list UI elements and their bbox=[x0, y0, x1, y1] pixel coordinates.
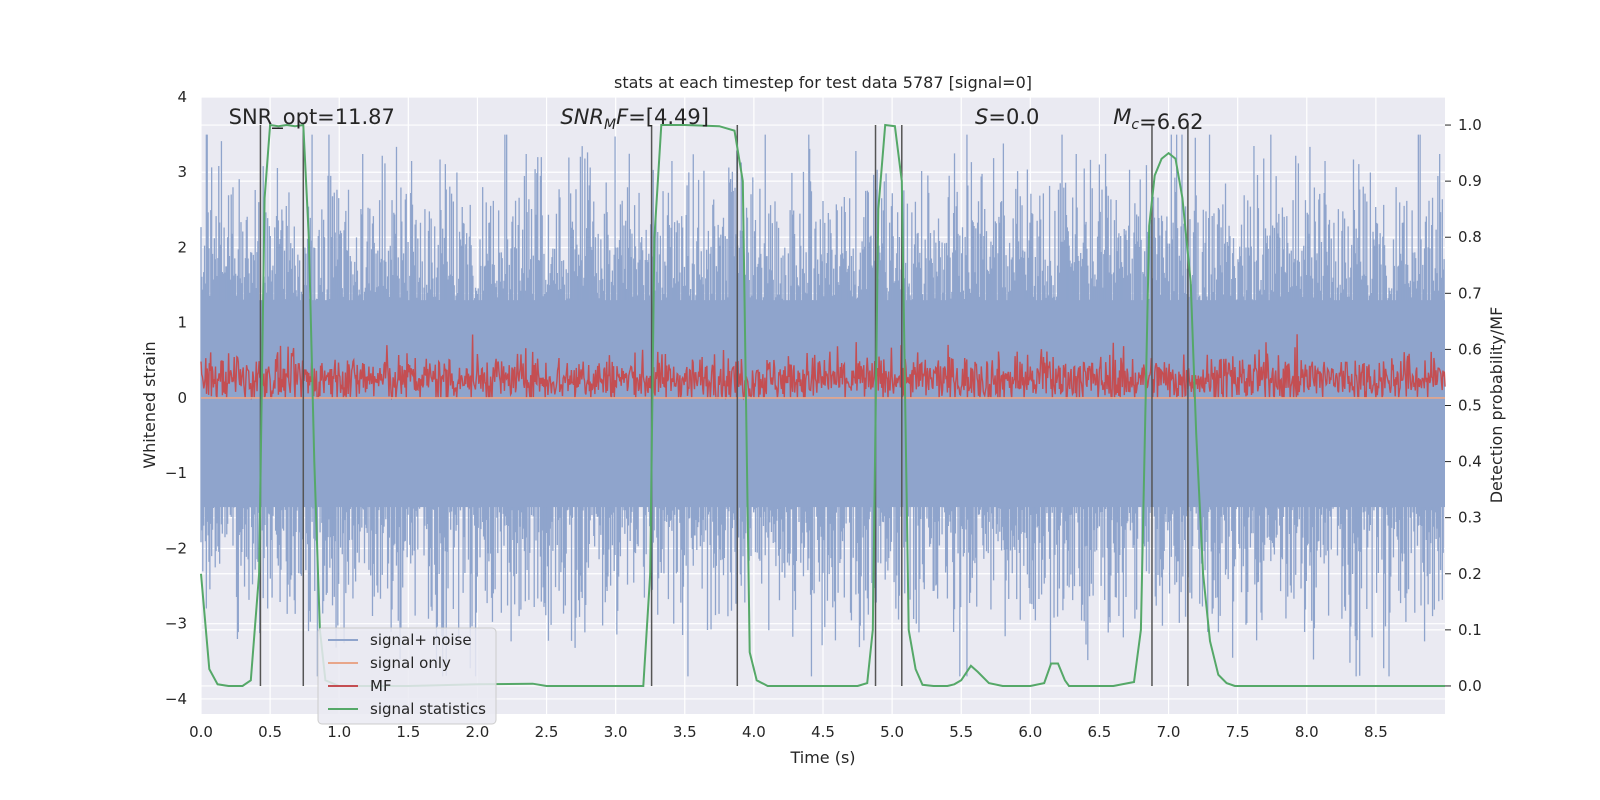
x-tick-label: 1.5 bbox=[396, 723, 420, 741]
x-tick-label: 4.5 bbox=[811, 723, 835, 741]
y2-tick-label: 0.7 bbox=[1458, 284, 1482, 302]
x-tick-label: 2.0 bbox=[466, 723, 490, 741]
y2-tick-label: 0.2 bbox=[1458, 565, 1482, 583]
x-tick-label: 4.0 bbox=[742, 723, 766, 741]
y-tick-label: 2 bbox=[177, 238, 187, 256]
y-tick-label: −1 bbox=[165, 464, 187, 482]
legend: signal+ noise signal only MF signal stat… bbox=[317, 627, 497, 725]
x-tick-label: 8.5 bbox=[1364, 723, 1388, 741]
y2-axis-label: Detection probability/MF bbox=[1487, 307, 1506, 504]
x-tick-label: 5.0 bbox=[880, 723, 904, 741]
y2-tick-label: 0.4 bbox=[1458, 453, 1482, 471]
x-tick-label: 2.5 bbox=[535, 723, 559, 741]
y-tick-label: −3 bbox=[165, 615, 187, 633]
y-tick-label: 4 bbox=[177, 88, 187, 106]
annotation-label: S=0.0 bbox=[975, 105, 1039, 129]
y-tick-label: 3 bbox=[177, 163, 187, 181]
x-tick-label: 3.0 bbox=[604, 723, 628, 741]
annotation-label: SNRMF=[4.49] bbox=[560, 105, 709, 133]
legend-label-signal-statistics: signal statistics bbox=[370, 700, 486, 718]
legend-label-signal-only: signal only bbox=[370, 654, 451, 672]
annotation-label: Mc=6.62 bbox=[1113, 105, 1203, 134]
x-tick-label: 7.5 bbox=[1226, 723, 1250, 741]
y2-tick-label: 0.1 bbox=[1458, 621, 1482, 639]
y-tick-label: −2 bbox=[165, 539, 187, 557]
signal-statistics-series bbox=[200, 123, 1445, 687]
y2-tick-label: 0.5 bbox=[1458, 397, 1482, 415]
x-tick-label: 1.0 bbox=[327, 723, 351, 741]
x-tick-label: 6.5 bbox=[1088, 723, 1112, 741]
y-tick-label: 1 bbox=[177, 314, 187, 332]
legend-label-signal-noise: signal+ noise bbox=[370, 631, 472, 649]
x-tick-label: 0.0 bbox=[189, 723, 213, 741]
mf-line bbox=[200, 334, 1446, 401]
mf-series bbox=[200, 334, 1446, 401]
x-tick-label: 3.5 bbox=[673, 723, 697, 741]
x-tick-label: 5.5 bbox=[949, 723, 973, 741]
annotation-label: SNR_opt=11.87 bbox=[229, 105, 395, 130]
y2-tick-label: 1.0 bbox=[1458, 116, 1482, 134]
y-axis-label: Whitened strain bbox=[140, 341, 159, 468]
y2-tick-label: 0.0 bbox=[1458, 677, 1482, 695]
x-tick-label: 7.0 bbox=[1157, 723, 1181, 741]
y2-tick-label: 0.3 bbox=[1458, 509, 1482, 527]
y-tick-label: 0 bbox=[177, 389, 187, 407]
legend-box bbox=[317, 627, 497, 725]
chart-title: stats at each timestep for test data 578… bbox=[614, 73, 1032, 92]
x-tick-label: 8.0 bbox=[1295, 723, 1319, 741]
x-axis-label: Time (s) bbox=[789, 748, 855, 767]
x-tick-label: 6.0 bbox=[1018, 723, 1042, 741]
signal-noise-series bbox=[200, 134, 1445, 677]
legend-label-mf: MF bbox=[370, 677, 392, 695]
y2-tick-label: 0.9 bbox=[1458, 172, 1482, 190]
annotation-layer: SNR_opt=11.87 SNRMF=[4.49] S=0.0 Mc=6.62 bbox=[229, 105, 1204, 134]
y2-tick-label: 0.8 bbox=[1458, 228, 1482, 246]
y-tick-label: −4 bbox=[165, 690, 187, 708]
signal-statistics-line bbox=[200, 123, 1445, 687]
x-tick-label: 0.5 bbox=[258, 723, 282, 741]
tick-layer: 0.0 0.5 1.0 1.5 2.0 2.5 3.0 3.5 4.0 4.5 5.0 5.5 6.0 6… bbox=[165, 88, 1482, 741]
signal-noise-band bbox=[201, 300, 1445, 508]
y2-tick-label: 0.6 bbox=[1458, 340, 1482, 358]
